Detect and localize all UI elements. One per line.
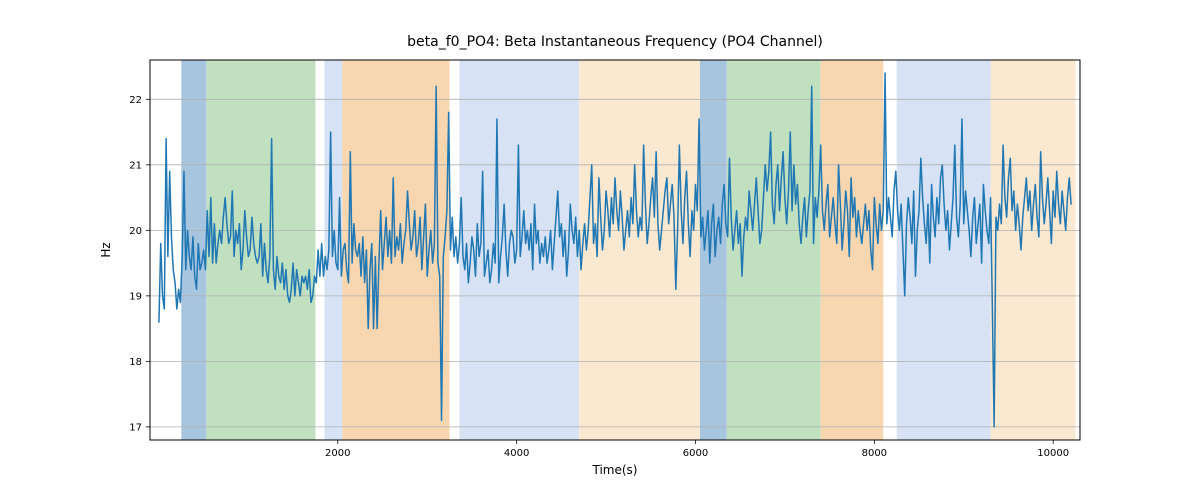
segment-band-10 xyxy=(991,60,1076,440)
ytick-label: 17 xyxy=(129,422,142,433)
ytick-label: 18 xyxy=(129,357,142,368)
plot-area xyxy=(150,60,1080,440)
x-axis-label: Time(s) xyxy=(592,463,638,477)
segment-band-4 xyxy=(459,60,579,440)
chart-svg: 2000 4000 6000 8000 10000 17 18 19 20 21 22 Time(s)… xyxy=(0,0,1200,500)
ytick-label: 20 xyxy=(129,226,142,237)
ytick-label: 21 xyxy=(129,160,142,171)
ytick-label: 19 xyxy=(129,291,142,302)
segment-band-9 xyxy=(897,60,991,440)
segment-band-8 xyxy=(821,60,884,440)
xtick-label: 4000 xyxy=(504,448,529,459)
ytick-label: 22 xyxy=(129,95,142,106)
xtick-label: 8000 xyxy=(862,448,887,459)
chart-container: 2000 4000 6000 8000 10000 17 18 19 20 21 22 Time(s)… xyxy=(0,0,1200,500)
chart-title: beta_f0_PO4: Beta Instantaneous Frequenc… xyxy=(407,34,823,50)
xtick-label: 6000 xyxy=(683,448,708,459)
xtick-label: 10000 xyxy=(1037,448,1069,459)
y-axis-label: Hz xyxy=(99,242,113,257)
xtick-label: 2000 xyxy=(325,448,350,459)
segment-band-1 xyxy=(206,60,315,440)
